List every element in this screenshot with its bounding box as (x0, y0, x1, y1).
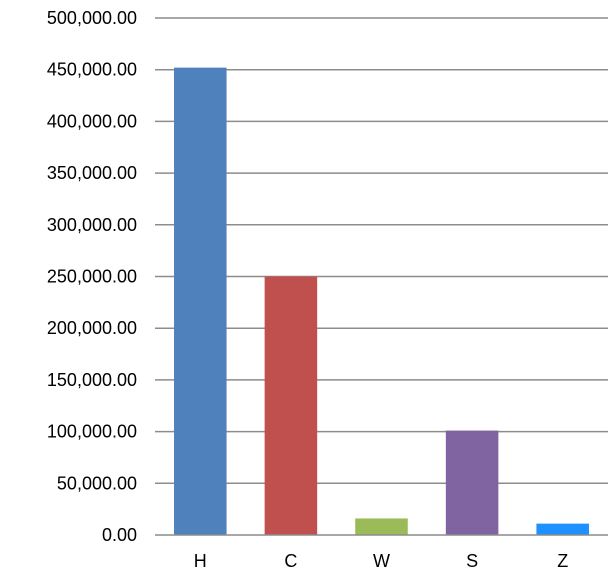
y-tick-label: 300,000.00 (47, 215, 137, 235)
bar-z (536, 523, 589, 535)
y-tick-label: 400,000.00 (47, 111, 137, 131)
y-tick-label: 250,000.00 (47, 267, 137, 287)
bar-s (445, 430, 499, 535)
x-tick-label: W (373, 551, 390, 571)
y-tick-label: 0.00 (102, 525, 137, 545)
y-tick-label: 350,000.00 (47, 163, 137, 183)
y-tick-label: 50,000.00 (57, 473, 137, 493)
y-axis-tick-labels: 0.00 50,000.00 100,000.00 150,000.00 200,000… (47, 8, 137, 545)
x-tick-label: S (466, 551, 478, 571)
bar-c (264, 276, 318, 535)
y-tick-label: 200,000.00 (47, 318, 137, 338)
bar-h (174, 67, 227, 535)
x-tick-label: C (284, 551, 297, 571)
y-tick-label: 150,000.00 (47, 370, 137, 390)
gridlines (155, 17, 608, 485)
y-tick-label: 100,000.00 (47, 422, 137, 442)
bar-w (355, 518, 408, 535)
y-tick-label: 500,000.00 (47, 8, 137, 28)
x-tick-label: Z (557, 551, 568, 571)
y-tick-label: 450,000.00 (47, 60, 137, 80)
x-tick-label: H (194, 551, 207, 571)
bars (174, 67, 589, 535)
